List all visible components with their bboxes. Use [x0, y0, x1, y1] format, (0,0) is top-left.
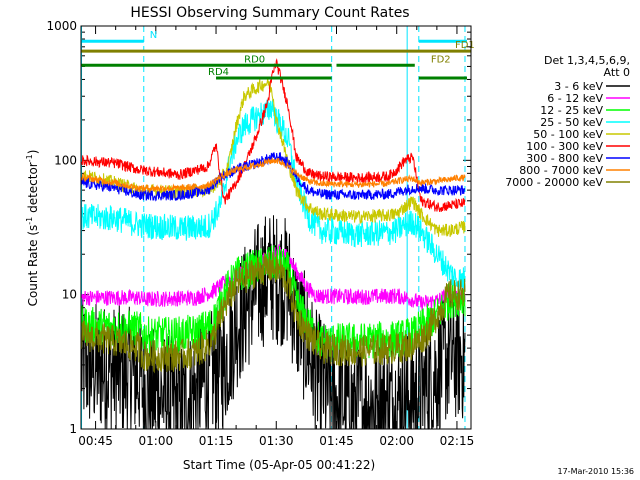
y-axis-label-mid: detector — [26, 162, 40, 217]
x-tick-label: 01:00 — [139, 434, 174, 448]
y-axis-label-sup2: -1 — [25, 154, 34, 162]
y-tick-label: 10 — [62, 288, 77, 302]
legend-label-1: 6 - 12 keV — [547, 92, 603, 105]
flag-label-fd1: FD1 — [455, 40, 475, 51]
x-axis-label: Start Time (05-Apr-05 00:41:22) — [183, 458, 375, 472]
legend-label-6: 300 - 800 keV — [526, 152, 603, 165]
x-tick-label: 01:15 — [199, 434, 234, 448]
flag-label-rd4: RD4 — [208, 67, 229, 78]
y-tick-label: 1 — [69, 422, 77, 436]
y-tick-label: 100 — [54, 153, 77, 167]
legend-header-line1: Det 1,3,4,5,6,9, — [544, 54, 630, 67]
x-tick-label: 00:45 — [78, 434, 113, 448]
legend-label-2: 12 - 25 keV — [540, 104, 603, 117]
series-line-8 — [81, 252, 466, 374]
legend-label-0: 3 - 6 keV — [554, 80, 603, 93]
y-tick-label: 1000 — [46, 19, 77, 33]
y-axis-label-main: Count Rate (s — [26, 225, 40, 307]
flag-label-rd0: RD0 — [244, 54, 265, 65]
y-axis-label-sup1: -1 — [25, 217, 34, 225]
x-tick-label: 01:30 — [259, 434, 294, 448]
legend-label-5: 100 - 300 keV — [526, 140, 603, 153]
legend-label-7: 800 - 7000 keV — [519, 164, 603, 177]
series-line-6 — [81, 152, 466, 202]
flag-label-n: N — [150, 30, 157, 41]
series-line-1 — [81, 244, 466, 312]
series-line-7 — [81, 157, 466, 193]
legend-header-line2: Att 0 — [604, 66, 630, 79]
series-line-5 — [81, 58, 466, 213]
x-tick-label: 02:15 — [440, 434, 475, 448]
series-line-0 — [81, 215, 466, 430]
timestamp: 17-Mar-2010 15:36 — [558, 467, 635, 476]
legend-label-3: 25 - 50 keV — [540, 116, 603, 129]
series-line-3 — [81, 99, 466, 293]
chart-title: HESSI Observing Summary Count Rates — [130, 5, 409, 21]
plot-frame — [80, 25, 472, 430]
y-axis-label-end: ) — [26, 150, 40, 155]
x-tick-label: 02:00 — [379, 434, 414, 448]
flag-label-fd2: FD2 — [431, 54, 451, 65]
x-tick-label: 01:45 — [319, 434, 354, 448]
legend-label-4: 50 - 100 keV — [533, 128, 603, 141]
y-axis-label: Count Rate (s-1 detector-1) — [25, 150, 40, 307]
legend-label-8: 7000 - 20000 keV — [505, 176, 603, 189]
